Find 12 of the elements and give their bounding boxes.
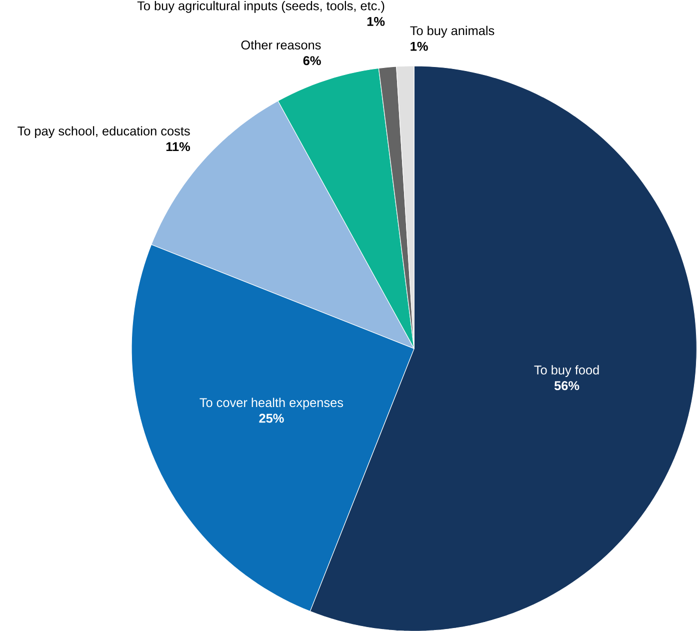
data-label: 6% (303, 56, 321, 65)
slice-label: Other reasons (241, 40, 321, 50)
data-label: 1% (410, 42, 428, 51)
slice-label: To buy food (534, 364, 599, 377)
data-label: 25% (259, 414, 284, 423)
data-label: 1% (367, 16, 385, 26)
data-label: 56% (554, 380, 580, 390)
data-label: 11% (166, 142, 190, 151)
slice-label: To pay school, education costs (18, 126, 190, 138)
slice-label: To cover health expenses (200, 398, 344, 410)
slice-label: To buy animals (410, 26, 494, 38)
slice-label: To buy agricultural inputs (seeds, tools, etc.) (137, 0, 384, 13)
